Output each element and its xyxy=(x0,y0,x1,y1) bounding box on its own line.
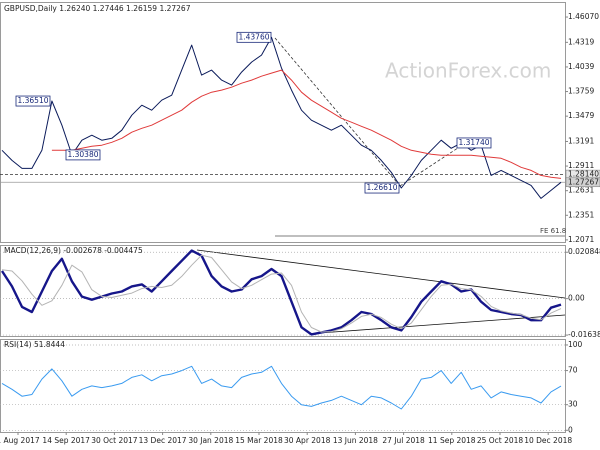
y-tick-label: 1.4319 xyxy=(568,37,594,46)
y-tick-label: 0 xyxy=(568,425,573,434)
x-tick-label: 10 Dec 2018 xyxy=(524,436,572,445)
y-tick-label: 1.2351 xyxy=(568,210,594,219)
rsi-title: RSI(14) 51.8444 xyxy=(4,340,65,349)
x-tick-label: 13 Dec 2017 xyxy=(139,436,187,445)
x-tick-label: 14 Sep 2017 xyxy=(42,436,90,445)
x-tick-label: 27 Jul 2018 xyxy=(382,436,425,445)
series-line xyxy=(51,69,562,179)
annotation-box xyxy=(364,182,400,194)
annotation-label: 1.43760 xyxy=(238,32,269,41)
annotation-label: 1.31740 xyxy=(458,138,489,147)
macd-panel xyxy=(0,245,566,337)
fib-line xyxy=(399,139,471,187)
x-tick-label: 11 Sep 2018 xyxy=(428,436,476,445)
y-tick-label: 1.2071 xyxy=(568,235,594,244)
series-line xyxy=(0,249,562,336)
y-tick-label: 70 xyxy=(568,366,578,375)
annotation-box xyxy=(15,95,51,107)
y-tick-label: 1.46070 xyxy=(568,12,599,21)
x-tick-label: 30 Apr 2018 xyxy=(284,436,331,445)
watermark: ActionForex.com xyxy=(385,59,551,83)
price-line-label: 1.27267 xyxy=(568,177,599,186)
y-tick-label: 100 xyxy=(568,340,583,349)
series-line xyxy=(1,254,562,333)
annotation-label: 1.30380 xyxy=(67,150,98,159)
x-tick-label: 30 Oct 2017 xyxy=(91,436,138,445)
price-panel xyxy=(0,2,566,243)
y-tick-label: -0.016389 xyxy=(568,330,600,339)
price-line-box xyxy=(565,177,600,188)
y-tick-label: 1.3191 xyxy=(568,136,594,145)
annotation-box xyxy=(456,137,492,149)
x-tick-label: 30 Jan 2018 xyxy=(188,436,233,445)
fe-label: FE 61.8 xyxy=(540,227,566,235)
y-tick-label: 1.4039 xyxy=(568,62,594,71)
y-tick-label: 0.00 xyxy=(568,294,585,303)
rsi-panel xyxy=(0,339,566,433)
series-line xyxy=(1,365,562,410)
y-tick-label: 0.020848 xyxy=(568,247,600,256)
macd-title: MACD(12,26,9) -0.002678 -0.004475 xyxy=(4,246,143,255)
annotation-box xyxy=(236,31,272,43)
annotation-label: 1.36510 xyxy=(17,96,48,105)
fib-line xyxy=(274,37,401,187)
y-tick-label: 1.3479 xyxy=(568,111,594,120)
x-tick-label: 13 Jun 2018 xyxy=(333,436,378,445)
price-line-label: 1.28140 xyxy=(568,170,599,179)
y-tick-label: 1.2911 xyxy=(568,161,594,170)
y-tick-label: 30 xyxy=(568,400,578,409)
trend-line xyxy=(196,249,566,299)
chart-title: GBPUSD,Daily 1.26240 1.27446 1.26159 1.2… xyxy=(4,4,191,13)
x-tick-label: 25 Oct 2018 xyxy=(477,436,524,445)
annotation-box xyxy=(65,149,101,161)
annotation-label: 1.26610 xyxy=(366,183,397,192)
y-tick-label: 1.3759 xyxy=(568,87,594,96)
y-tick-label: 1.2631 xyxy=(568,186,594,195)
x-tick-label: 15 Mar 2018 xyxy=(235,436,283,445)
x-tick-label: 1 Aug 2017 xyxy=(0,436,40,445)
